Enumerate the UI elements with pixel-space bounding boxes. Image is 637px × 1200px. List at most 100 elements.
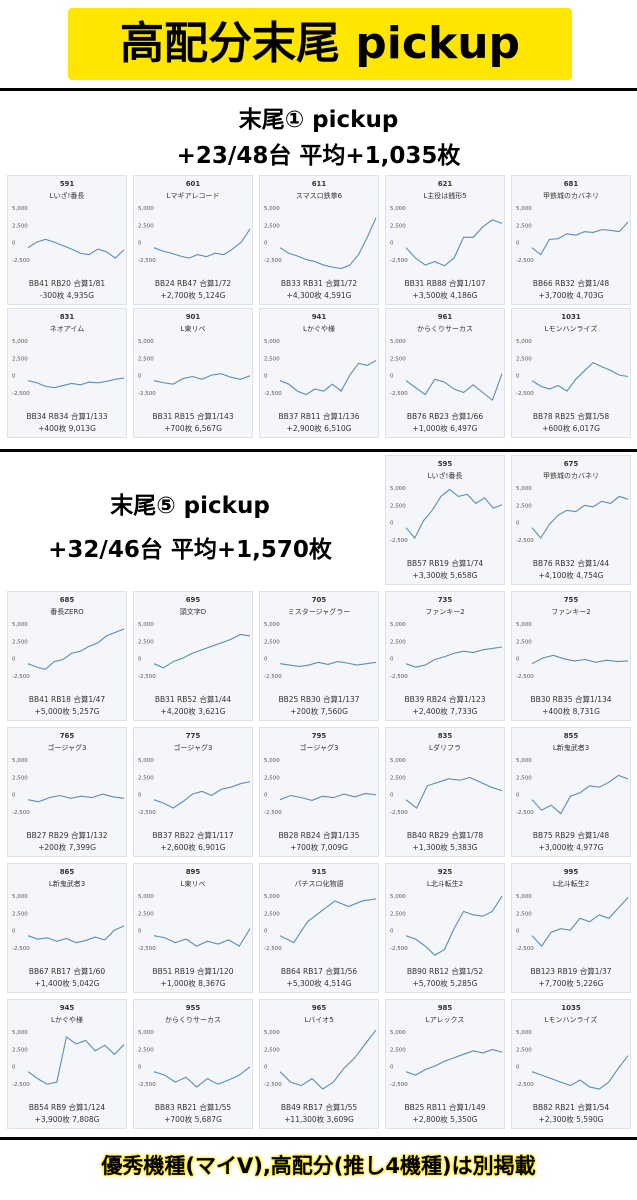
machine-stats: BB40 RB29 合算1/78 [406, 831, 484, 840]
y-tick-label: 2,500 [516, 503, 532, 509]
machine-stats: BB30 RB35 合算1/134 [530, 695, 612, 704]
machine-card: 765 ゴージャグ3 5,000 2,500 0 -2,500 BB27 RB29 合算1/… [7, 727, 127, 857]
y-tick-label: 0 [12, 929, 16, 935]
mini-chart: 5,000 2,500 0 -2,500 [138, 758, 251, 818]
machine-stats: BB67 RB17 合算1/60 [28, 967, 106, 976]
mini-chart: 5,000 2,500 0 -2,500 [138, 339, 251, 399]
machine-name: からくりサーカス [165, 1016, 221, 1024]
machine-card: 705 ミスタージャグラー 5,000 2,500 0 -2,500 BB25 RB30 合… [259, 591, 379, 721]
y-tick-label: 5,000 [138, 1030, 154, 1036]
line [279, 898, 377, 944]
machine-result: +700枚 6,567G [164, 424, 222, 433]
mini-chart: 5,000 2,500 0 -2,500 [390, 206, 503, 267]
y-tick-label: 5,000 [12, 894, 28, 900]
machine-result: +3,900枚 7,808G [34, 1115, 100, 1124]
line [27, 925, 125, 944]
y-tick-label: -2,500 [390, 538, 408, 544]
machine-number: 1035 [561, 1004, 581, 1012]
machine-card: 601 Lマギアレコード 5,000 2,500 0 -2,500 BB24 RB47 合算… [133, 175, 253, 305]
y-tick-label: 0 [138, 1065, 142, 1071]
machine-card: 895 L東リベ 5,000 2,500 0 -2,500 BB51 RB19 合算1/12… [133, 863, 253, 993]
machine-result: +5,700枚 5,285G [412, 979, 478, 988]
y-tick-label: 2,500 [390, 1047, 406, 1053]
mini-chart: 5,000 2,500 0 -2,500 [516, 1030, 629, 1090]
machine-number: 601 [185, 180, 201, 188]
y-tick-label: 0 [138, 929, 142, 935]
y-tick-label: 5,000 [390, 894, 406, 900]
machine-result: +5,300枚 4,514G [286, 979, 352, 988]
mini-chart: 5,000 2,500 0 -2,500 [264, 1030, 377, 1090]
y-tick-label: 5,000 [390, 206, 406, 212]
machine-stats: BB49 RB17 合算1/55 [280, 1103, 358, 1112]
machine-result: +400枚 8,731G [542, 707, 600, 716]
y-tick-label: -2,500 [516, 674, 534, 680]
machine-stats: BB37 RB22 合算1/117 [152, 831, 234, 840]
y-tick-label: 2,500 [390, 911, 406, 917]
machine-name: ファンキー2 [551, 608, 591, 616]
machine-name: L主役は銭形5 [423, 192, 467, 200]
y-tick-label: 2,500 [516, 1047, 532, 1053]
y-tick-label: 0 [138, 241, 142, 247]
line [279, 1030, 377, 1090]
y-tick-label: 2,500 [12, 639, 28, 645]
mini-chart: 5,000 2,500 0 -2,500 [264, 758, 377, 818]
mini-chart: 5,000 2,500 0 -2,500 [516, 486, 629, 546]
y-tick-label: 2,500 [516, 911, 532, 917]
y-tick-label: 2,500 [264, 223, 280, 229]
y-tick-label: 5,000 [138, 339, 154, 345]
machine-stats: BB31 RB52 合算1/44 [154, 695, 232, 704]
y-tick-label: 5,000 [264, 894, 280, 900]
y-tick-label: 2,500 [264, 911, 280, 917]
y-tick-label: 0 [264, 657, 268, 663]
machine-card: 621 L主役は銭形5 5,000 2,500 0 -2,500 BB31 RB88 合算1… [385, 175, 505, 305]
y-tick-label: 0 [264, 241, 268, 247]
machine-result: +2,600枚 6,901G [160, 843, 226, 852]
machine-stats: BB66 RB32 合算1/48 [532, 279, 610, 288]
y-tick-label: 5,000 [390, 1030, 406, 1036]
y-tick-label: 0 [390, 929, 394, 935]
y-tick-label: 2,500 [390, 223, 406, 229]
y-tick-label: -2,500 [516, 1082, 534, 1088]
y-tick-label: 5,000 [264, 206, 280, 212]
machine-stats: BB54 RB9 合算1/124 [28, 1103, 106, 1112]
machine-result: +2,800枚 5,350G [412, 1115, 478, 1124]
y-tick-label: 0 [264, 793, 268, 799]
machine-name: Lバイオ5 [304, 1016, 334, 1024]
y-tick-label: 5,000 [516, 758, 532, 764]
y-tick-label: 5,000 [138, 622, 154, 628]
y-tick-label: -2,500 [138, 674, 156, 680]
machine-result: +600枚 6,017G [542, 424, 600, 433]
machine-number: 835 [437, 732, 453, 740]
machine-number: 775 [185, 732, 201, 740]
y-tick-label: -2,500 [390, 810, 408, 816]
mini-chart: 5,000 2,500 0 -2,500 [516, 894, 629, 954]
mini-chart: 5,000 2,500 0 -2,500 [138, 1030, 251, 1090]
line [279, 217, 377, 270]
y-tick-label: 5,000 [516, 206, 532, 212]
machine-name: 頭文字D [179, 608, 207, 616]
machine-card: 695 頭文字D 5,000 2,500 0 -2,500 BB31 RB52 合算1/44… [133, 591, 253, 721]
y-tick-label: 5,000 [264, 622, 280, 628]
y-tick-label: -2,500 [390, 391, 408, 397]
machine-result: +5,000枚 5,257G [34, 707, 100, 716]
y-tick-label: 2,500 [390, 356, 406, 362]
y-tick-label: 0 [390, 1065, 394, 1071]
divider [0, 1137, 637, 1140]
line [531, 1055, 629, 1090]
y-tick-label: 5,000 [12, 1030, 28, 1036]
y-tick-label: 5,000 [12, 622, 28, 628]
machine-number: 965 [311, 1004, 327, 1012]
mini-chart: 5,000 2,500 0 -2,500 [138, 622, 251, 682]
machine-number: 925 [437, 868, 453, 876]
mini-chart: 5,000 2,500 0 -2,500 [138, 206, 251, 266]
line [531, 495, 629, 540]
y-tick-label: 5,000 [12, 206, 28, 212]
y-tick-label: -2,500 [12, 391, 30, 397]
machine-number: 591 [59, 180, 75, 188]
mini-chart: 5,000 2,500 0 -2,500 [390, 339, 503, 402]
line [405, 1048, 503, 1076]
machine-card: 611 スマスロ鉄拳6 5,000 2,500 0 -2,500 BB33 RB31 合算1… [259, 175, 379, 305]
machine-number: 755 [563, 596, 579, 604]
machine-name: L新鬼武者3 [48, 880, 86, 888]
y-tick-label: -2,500 [138, 810, 156, 816]
